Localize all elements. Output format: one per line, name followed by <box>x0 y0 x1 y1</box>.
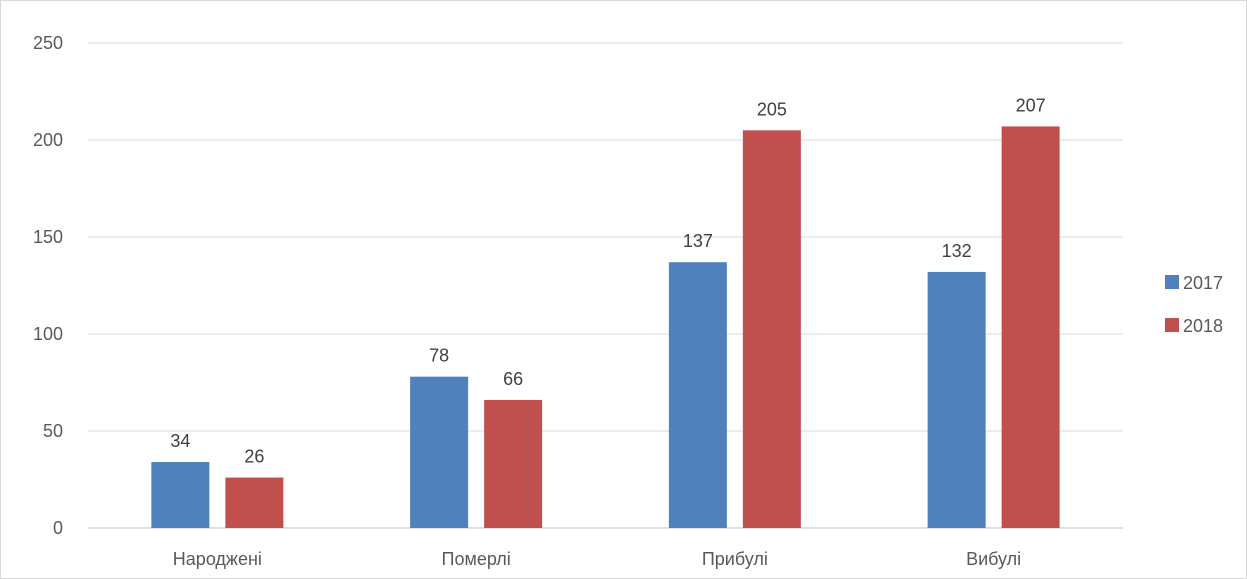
bars <box>151 126 1060 529</box>
x-tick-label: Народжені <box>173 549 262 569</box>
y-axis: 0 50 100 150 200 250 <box>33 33 63 538</box>
x-axis: Народжені Померлі Прибулі Вибулі <box>173 549 1021 569</box>
bar-2017 <box>151 462 210 528</box>
bar-2018 <box>742 130 801 529</box>
y-tick-label: 150 <box>33 227 63 247</box>
data-label: 34 <box>170 431 190 451</box>
legend-swatch <box>1165 318 1179 332</box>
x-tick-label: Померлі <box>442 549 511 569</box>
legend-label: 2018 <box>1183 316 1223 336</box>
x-tick-label: Вибулі <box>966 549 1021 569</box>
y-tick-label: 0 <box>53 518 63 538</box>
bar-2018 <box>225 477 284 528</box>
data-label: 132 <box>942 241 972 261</box>
bar-2018 <box>1001 126 1060 529</box>
data-labels: 34 26 78 66 137 205 132 207 <box>170 95 1045 466</box>
data-label: 207 <box>1016 95 1046 115</box>
bar-2017 <box>927 271 986 528</box>
legend: 2017 2018 <box>1165 273 1223 336</box>
bar-2018 <box>484 399 543 528</box>
data-label: 66 <box>503 369 523 389</box>
x-tick-label: Прибулі <box>702 549 768 569</box>
legend-label: 2017 <box>1183 273 1223 293</box>
y-tick-label: 200 <box>33 130 63 150</box>
y-tick-label: 50 <box>43 421 63 441</box>
legend-swatch <box>1165 275 1179 289</box>
y-tick-label: 250 <box>33 33 63 53</box>
data-label: 205 <box>757 99 787 119</box>
y-tick-label: 100 <box>33 324 63 344</box>
data-label: 137 <box>683 231 713 251</box>
data-label: 26 <box>244 447 264 467</box>
bar-2017 <box>410 376 469 528</box>
bar-2017 <box>668 262 727 528</box>
data-label: 78 <box>429 346 449 366</box>
